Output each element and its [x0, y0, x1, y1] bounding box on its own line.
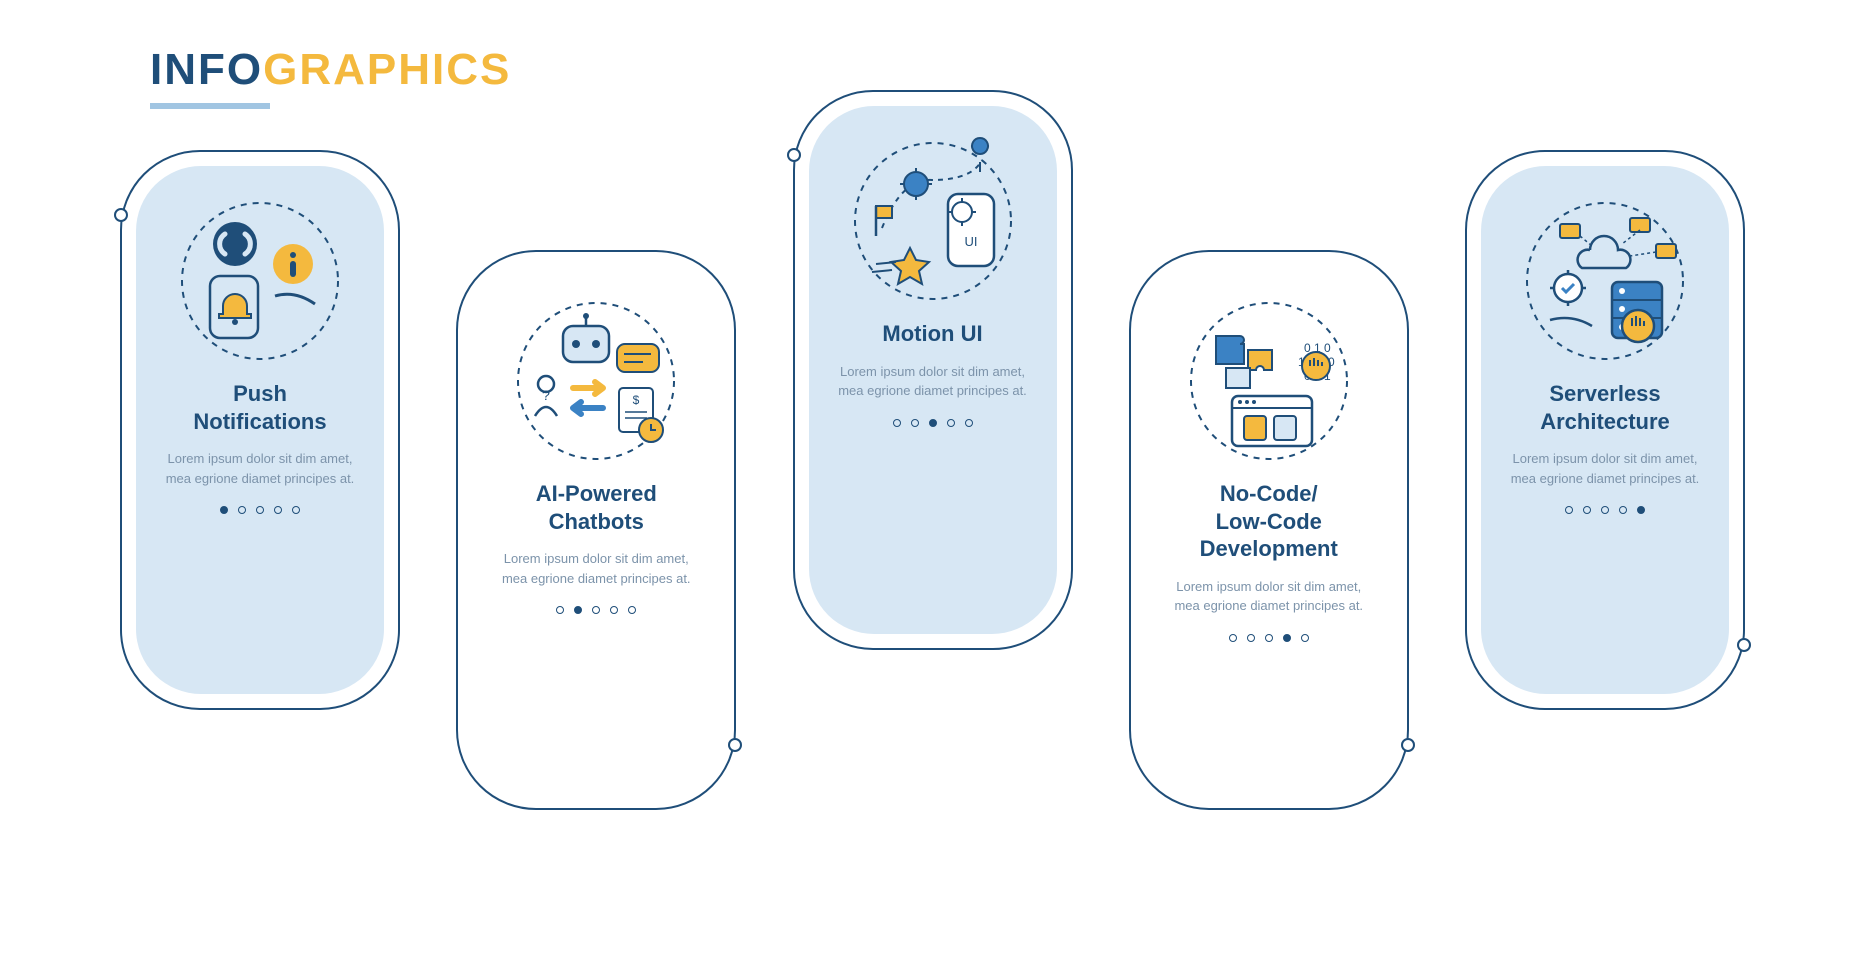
card-motion: Motion UI Lorem ipsum dolor sit dim amet,…: [793, 90, 1073, 650]
pager-dot: [592, 606, 600, 614]
pager-dot: [292, 506, 300, 514]
card-title: Push Notifications: [154, 380, 366, 435]
pager-dot: [1301, 634, 1309, 642]
card-serverless: Serverless Architecture Lorem ipsum dolor…: [1465, 150, 1745, 710]
pager-dots: [827, 419, 1039, 427]
card-push: Push Notifications Lorem ipsum dolor sit …: [120, 150, 400, 710]
cards-row: Push Notifications Lorem ipsum dolor sit …: [120, 90, 1745, 650]
pager-dots: [1163, 634, 1375, 642]
chatbot-icon: [511, 296, 681, 466]
pager-dot: [1619, 506, 1627, 514]
pager-dot: [911, 419, 919, 427]
title-part-graphics: GRAPHICS: [263, 45, 511, 94]
card-chatbots: AI-Powered Chatbots Lorem ipsum dolor sit…: [456, 250, 736, 810]
pager-dot: [965, 419, 973, 427]
card-body: Lorem ipsum dolor sit dim amet, mea egri…: [1163, 577, 1375, 616]
pager-dot: [1565, 506, 1573, 514]
connector-dot: [787, 148, 801, 162]
card-inner: Push Notifications Lorem ipsum dolor sit …: [136, 166, 384, 694]
card-title: No-Code/ Low-Code Development: [1163, 480, 1375, 563]
card-title: AI-Powered Chatbots: [490, 480, 702, 535]
pager-dot: [893, 419, 901, 427]
pager-dot: [929, 419, 937, 427]
pager-dot: [1601, 506, 1609, 514]
pager-dot: [238, 506, 246, 514]
pager-dot: [1229, 634, 1237, 642]
pager-dot: [1247, 634, 1255, 642]
card-title: Serverless Architecture: [1499, 380, 1711, 435]
card-frame: AI-Powered Chatbots Lorem ipsum dolor sit…: [456, 250, 736, 810]
card-frame: Push Notifications Lorem ipsum dolor sit …: [120, 150, 400, 710]
pager-dot: [274, 506, 282, 514]
push-icon: [175, 196, 345, 366]
card-frame: Motion UI Lorem ipsum dolor sit dim amet,…: [793, 90, 1073, 650]
connector-dot: [728, 738, 742, 752]
pager-dot: [1637, 506, 1645, 514]
card-body: Lorem ipsum dolor sit dim amet, mea egri…: [490, 549, 702, 588]
card-frame: No-Code/ Low-Code Development Lorem ipsum…: [1129, 250, 1409, 810]
card-body: Lorem ipsum dolor sit dim amet, mea egri…: [154, 449, 366, 488]
motion-icon: [848, 136, 1018, 306]
pager-dots: [1499, 506, 1711, 514]
card-frame: Serverless Architecture Lorem ipsum dolor…: [1465, 150, 1745, 710]
pager-dot: [220, 506, 228, 514]
pager-dots: [490, 606, 702, 614]
pager-dot: [1583, 506, 1591, 514]
connector-dot: [114, 208, 128, 222]
pager-dot: [947, 419, 955, 427]
card-body: Lorem ipsum dolor sit dim amet, mea egri…: [1499, 449, 1711, 488]
card-nocode: No-Code/ Low-Code Development Lorem ipsum…: [1129, 250, 1409, 810]
pager-dot: [256, 506, 264, 514]
serverless-icon: [1520, 196, 1690, 366]
card-inner: AI-Powered Chatbots Lorem ipsum dolor sit…: [472, 266, 720, 794]
page-title: INFOGRAPHICS: [150, 45, 511, 95]
card-body: Lorem ipsum dolor sit dim amet, mea egri…: [827, 362, 1039, 401]
pager-dot: [1265, 634, 1273, 642]
card-inner: No-Code/ Low-Code Development Lorem ipsum…: [1145, 266, 1393, 794]
nocode-icon: [1184, 296, 1354, 466]
connector-dot: [1737, 638, 1751, 652]
pager-dot: [1283, 634, 1291, 642]
title-part-info: INFO: [150, 45, 263, 94]
card-inner: Serverless Architecture Lorem ipsum dolor…: [1481, 166, 1729, 694]
card-title: Motion UI: [827, 320, 1039, 348]
pager-dot: [556, 606, 564, 614]
pager-dot: [610, 606, 618, 614]
pager-dots: [154, 506, 366, 514]
connector-dot: [1401, 738, 1415, 752]
pager-dot: [574, 606, 582, 614]
card-inner: Motion UI Lorem ipsum dolor sit dim amet,…: [809, 106, 1057, 634]
pager-dot: [628, 606, 636, 614]
